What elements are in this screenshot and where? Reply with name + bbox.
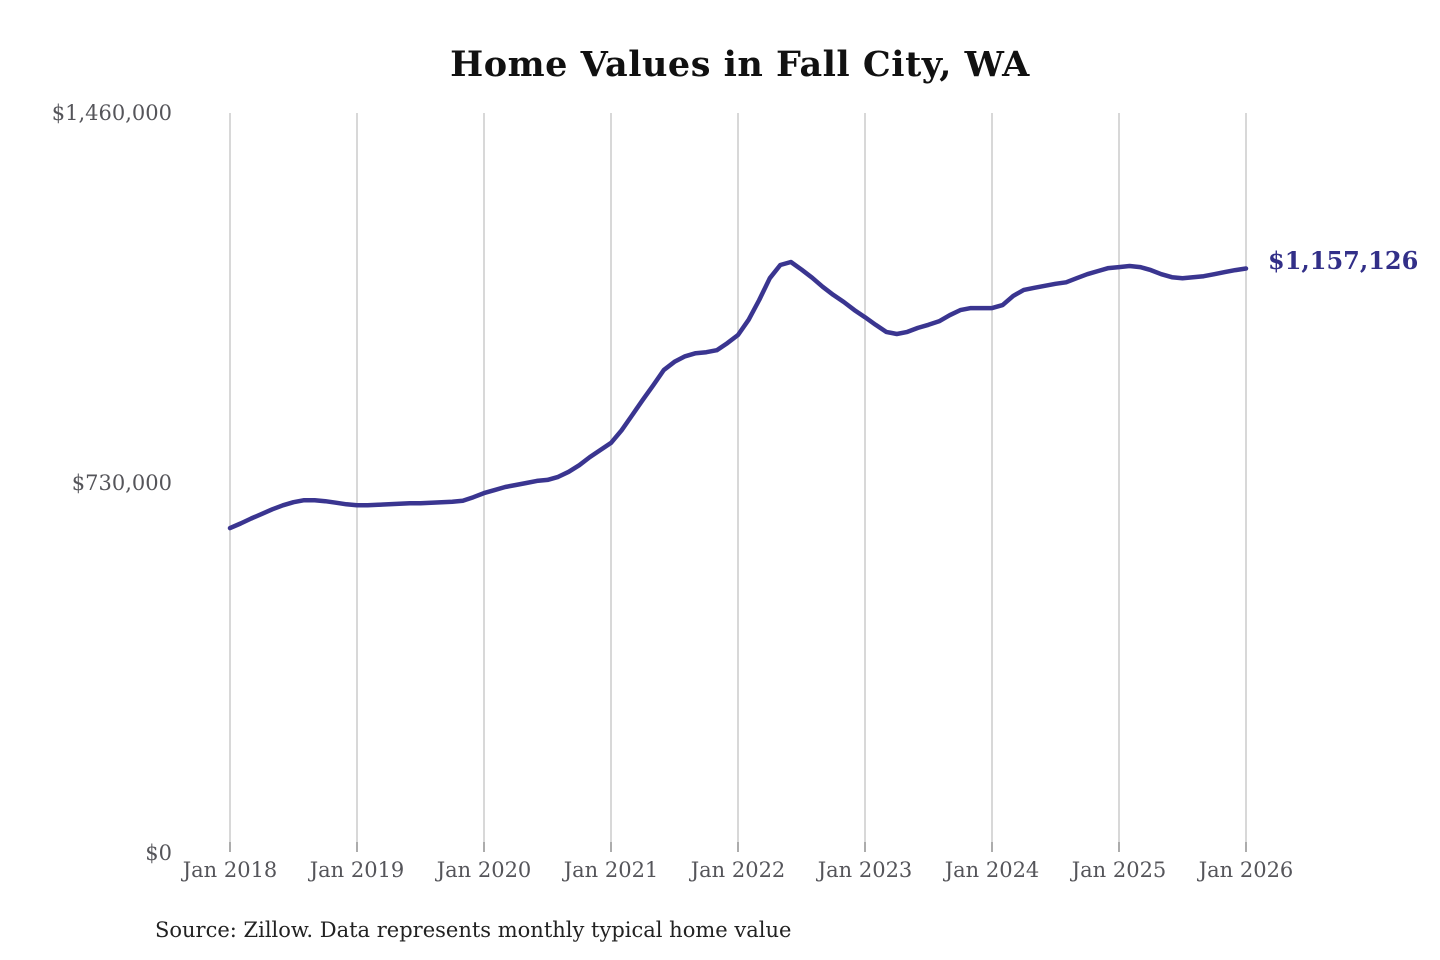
chart-title: Home Values in Fall City, WA	[450, 44, 1030, 85]
x-tick-label: Jan 2021	[563, 858, 659, 882]
y-tick-label: $0	[145, 841, 172, 865]
y-tick-label: $730,000	[71, 471, 172, 495]
x-tick-label: Jan 2024	[944, 858, 1040, 882]
x-tick-label: Jan 2023	[817, 858, 913, 882]
latest-value-label: $1,157,126	[1268, 246, 1419, 275]
y-tick-label: $1,460,000	[51, 101, 172, 125]
x-tick-label: Jan 2025	[1071, 858, 1167, 882]
x-tick-label: Jan 2020	[436, 858, 532, 882]
home-value-line	[227, 259, 1249, 531]
vertical-gridlines	[229, 113, 1247, 852]
x-tick-label: Jan 2026	[1198, 858, 1294, 882]
x-tick-label: Jan 2018	[182, 858, 278, 882]
source-note: Source: Zillow. Data represents monthly …	[155, 918, 792, 942]
x-tick-label: Jan 2022	[690, 858, 786, 882]
x-tick-label: Jan 2019	[309, 858, 405, 882]
x-axis-ticks	[229, 842, 1247, 852]
